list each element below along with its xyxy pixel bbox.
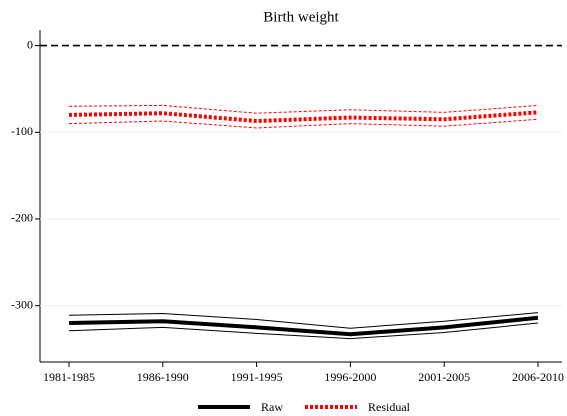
x-tick-label: 1991-1995 (231, 370, 283, 384)
x-tick-label: 2001-2005 (418, 370, 470, 384)
x-tick-label: 1981-1985 (43, 370, 95, 384)
chart-title: Birth weight (263, 9, 339, 25)
x-tick-label: 2006-2010 (512, 370, 564, 384)
y-tick-label: -100 (11, 124, 33, 138)
legend-label: Raw (261, 400, 283, 414)
legend-label: Residual (368, 400, 411, 414)
band-line (68, 312, 539, 329)
y-tick-label: -300 (11, 297, 33, 311)
band-line (68, 118, 539, 129)
band-line (68, 104, 539, 114)
x-tick-label: 1986-1990 (137, 370, 189, 384)
series-line (68, 110, 539, 124)
y-tick-label: 0 (27, 37, 33, 51)
x-tick-label: 1996-2000 (324, 370, 376, 384)
band-line (68, 322, 539, 340)
y-tick-label: -200 (11, 211, 33, 225)
series-line (68, 315, 539, 337)
